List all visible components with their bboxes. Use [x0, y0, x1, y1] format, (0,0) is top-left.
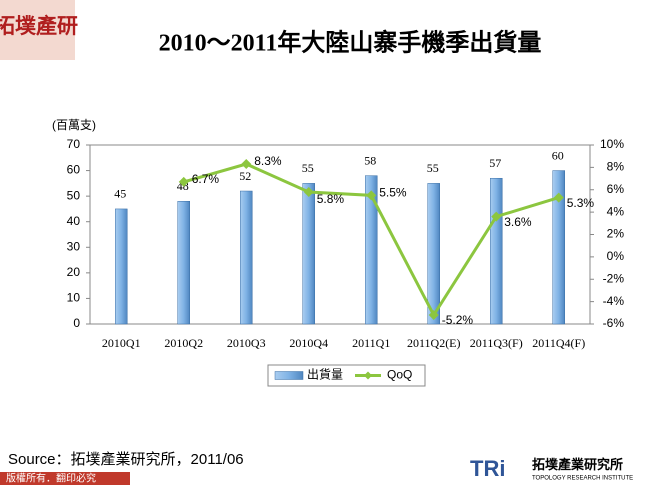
bar-label: 45	[114, 187, 126, 201]
x-tick-label: 2011Q3(F)	[470, 336, 523, 350]
line-label: 8.3%	[254, 154, 282, 168]
y2-tick-label: -4%	[603, 294, 625, 308]
bar-label: 55	[427, 161, 439, 175]
x-tick-label: 2010Q2	[164, 336, 203, 350]
source: Source：拓墣產業研究所，2011/06	[8, 451, 244, 468]
line-marker	[491, 211, 502, 222]
bar	[115, 208, 128, 325]
y-axis-label: (百萬支)	[52, 118, 96, 132]
line-marker	[428, 310, 439, 321]
legend-swatch	[274, 371, 304, 380]
line-marker	[178, 176, 189, 187]
y2-tick-label: -2%	[603, 271, 625, 285]
line-marker	[366, 190, 377, 201]
bar	[427, 183, 440, 325]
legend-label: QoQ	[387, 368, 412, 382]
bar-label: 57	[489, 156, 501, 170]
y-tick-label: 60	[67, 163, 81, 177]
bar	[177, 201, 190, 325]
bar	[302, 183, 315, 325]
y2-tick-label: 10%	[600, 137, 624, 151]
y-tick-label: 70	[67, 137, 81, 151]
y-tick-label: 10	[67, 291, 81, 305]
brand-name: 拓墣產業研究所	[532, 457, 623, 472]
bar-label: 58	[364, 153, 376, 167]
line-label: 3.6%	[504, 215, 532, 229]
x-tick-label: 2011Q4(F)	[532, 336, 585, 350]
y2-tick-label: -6%	[603, 316, 625, 330]
x-tick-label: 2010Q3	[227, 336, 266, 350]
chart-title: 2010～2011年大陸山寨手機季出貨量	[159, 29, 542, 57]
x-tick-label: 2011Q1	[352, 336, 390, 350]
x-tick-label: 2010Q4	[289, 336, 328, 350]
plot-frame	[89, 144, 591, 325]
bar	[490, 177, 503, 325]
y-tick-label: 30	[67, 239, 81, 253]
y2-tick-label: 2%	[607, 227, 625, 241]
bar	[552, 170, 565, 325]
line-label: 5.3%	[567, 196, 595, 210]
y-tick-label: 0	[73, 316, 80, 330]
y2-tick-label: 6%	[607, 182, 625, 196]
y-tick-label: 20	[67, 265, 81, 279]
y2-tick-label: 0%	[607, 249, 625, 263]
line-label: -5.2%	[442, 313, 474, 327]
legend-swatch	[364, 371, 372, 380]
brand-english: TOPOLOGY RESEARCH INSTITUTE	[532, 476, 633, 482]
x-tick-label: 2010Q1	[102, 336, 141, 350]
footer-bar	[0, 472, 130, 485]
y2-tick-label: 4%	[607, 204, 625, 218]
logo: 拓墣產研	[0, 14, 78, 38]
bar-label: 60	[552, 148, 564, 162]
bar	[240, 190, 253, 325]
bar-label: 55	[302, 161, 314, 175]
line-label: 5.5%	[379, 186, 407, 200]
brand-mark: TRi	[470, 456, 505, 481]
line-label: 6.7%	[192, 172, 220, 186]
x-tick-label: 2011Q2(E)	[407, 336, 461, 350]
line-marker	[303, 186, 314, 197]
bar	[365, 175, 378, 325]
logo-bg	[0, 0, 75, 60]
line-label: 5.8%	[317, 192, 345, 206]
y2-tick-label: 8%	[607, 160, 625, 174]
footer: 版權所有．翻印必究	[6, 472, 96, 485]
y-tick-label: 50	[67, 188, 81, 202]
y-tick-label: 40	[67, 214, 81, 228]
legend	[267, 364, 426, 387]
line-marker	[241, 159, 252, 170]
line-marker	[553, 192, 564, 203]
legend-label: 出貨量	[307, 367, 343, 382]
bar-label: 52	[239, 169, 251, 183]
